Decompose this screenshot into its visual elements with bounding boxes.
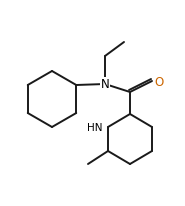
Text: HN: HN <box>87 122 103 132</box>
Text: O: O <box>154 75 164 88</box>
Text: N: N <box>101 78 109 91</box>
